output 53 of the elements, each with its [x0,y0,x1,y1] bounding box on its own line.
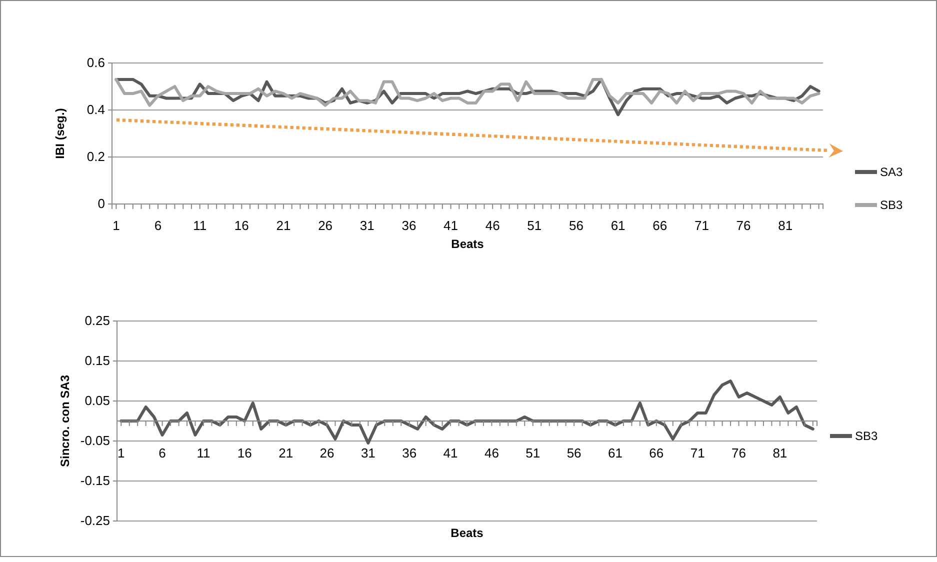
y-axis-title: Sincro. con SA3 [58,374,72,468]
x-tick-label: 1 [118,446,125,461]
y-tick-label: 0.6 [86,55,105,70]
y-tick-label: 0.05 [84,393,110,408]
x-tick-label: 51 [526,446,540,461]
legend-label: SB3 [855,429,878,443]
x-tick-label: 1 [112,218,120,234]
x-tick-label: 36 [402,446,417,461]
y-tick-label: -0.15 [80,473,110,488]
x-tick-label: 11 [193,218,207,234]
x-tick-label: 21 [278,446,294,461]
y-tick-label: -0.05 [80,433,110,448]
x-tick-label: 26 [320,446,334,461]
x-tick-label: 56 [566,446,582,461]
x-tick-label: 21 [276,218,291,234]
x-axis-title: Beats [450,526,484,540]
x-tick-label: 16 [234,218,249,234]
x-tick-label: 76 [736,218,751,234]
x-tick-label: 46 [484,446,499,461]
y-tick-label: 0.15 [84,353,110,368]
x-tick-label: 71 [694,218,709,234]
y-tick-label: 0 [98,196,105,212]
x-tick-label: 41 [444,218,458,234]
legend-label: SA3 [880,165,904,179]
y-tick-label: 0.2 [86,149,105,164]
x-tick-label: 31 [360,218,374,234]
y-axis-title: IBI (seg.) [53,108,67,159]
x-tick-label: 41 [443,446,458,461]
x-tick-label: 16 [237,446,252,461]
x-tick-label: 81 [778,218,793,234]
y-tick-label: 0.4 [86,102,105,118]
x-tick-label: 61 [608,446,622,461]
x-tick-label: 46 [485,218,500,234]
x-axis-title: Beats [451,237,484,251]
x-tick-label: 81 [772,446,788,461]
x-tick-label: 6 [158,446,166,461]
y-tick-label: -0.25 [80,513,110,528]
x-tick-label: 51 [527,218,542,234]
x-tick-label: 76 [732,446,746,461]
x-tick-label: 66 [652,218,668,234]
x-tick-label: 36 [402,218,416,234]
x-tick-label: 56 [569,218,584,234]
line-series [120,380,814,444]
x-tick-label: 26 [318,218,333,234]
line-series [114,78,820,107]
x-tick-label: 71 [690,446,705,461]
x-tick-label: 66 [649,446,664,461]
x-tick-label: 61 [610,218,626,234]
legend-label: SB3 [880,198,904,212]
y-tick-label: 0.25 [84,313,110,328]
x-tick-label: 31 [360,446,376,461]
x-tick-label: 11 [196,446,210,461]
x-tick-label: 6 [154,218,162,234]
